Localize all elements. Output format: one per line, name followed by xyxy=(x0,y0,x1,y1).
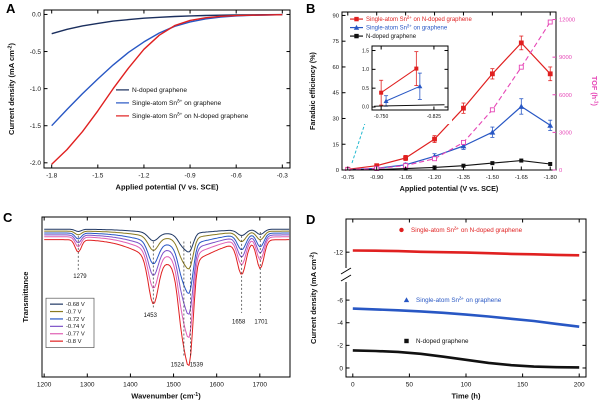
svg-text:Transmittance: Transmittance xyxy=(21,272,30,323)
svg-text:1500: 1500 xyxy=(166,382,181,389)
panel-label-d: D xyxy=(306,212,316,227)
svg-text:3000: 3000 xyxy=(559,130,572,136)
svg-text:50: 50 xyxy=(406,382,414,389)
svg-text:-0.75: -0.75 xyxy=(341,175,354,181)
svg-text:1279: 1279 xyxy=(73,274,87,280)
svg-text:9000: 9000 xyxy=(559,55,572,61)
svg-text:0.0: 0.0 xyxy=(32,12,41,19)
svg-text:90: 90 xyxy=(333,13,339,19)
svg-text:1600: 1600 xyxy=(209,382,224,389)
svg-text:-1.0: -1.0 xyxy=(30,86,42,93)
svg-text:0: 0 xyxy=(559,168,562,174)
svg-text:Single-atom Snδ+ on graphene: Single-atom Snδ+ on graphene xyxy=(132,99,222,107)
panel-b-chart: -0.75 -0.90 -1.05 -1.20 -1.35 -1.50 -1.65 -1.80… xyxy=(308,11,599,193)
svg-text:-0.6: -0.6 xyxy=(231,173,243,180)
svg-text:N-doped graphene: N-doped graphene xyxy=(416,338,469,345)
svg-text:0: 0 xyxy=(351,382,355,389)
svg-text:-0.68 V: -0.68 V xyxy=(66,302,85,308)
svg-text:-0.72 V: -0.72 V xyxy=(66,317,85,323)
panel-d: 0 50 100 150 200 -12 -6 -4 -2 0 Time (h) Current de… xyxy=(300,209,600,418)
svg-text:Wavenumber (cm-1): Wavenumber (cm-1) xyxy=(131,392,201,401)
svg-text:-0.3: -0.3 xyxy=(277,173,289,180)
svg-text:0: 0 xyxy=(339,365,343,372)
svg-text:-4: -4 xyxy=(337,320,343,327)
svg-text:1.0: 1.0 xyxy=(362,67,369,73)
svg-text:45: 45 xyxy=(333,91,339,97)
panel-label-a: A xyxy=(6,1,16,16)
svg-text:1658: 1658 xyxy=(232,319,246,325)
svg-text:Applied potential (V vs. SCE): Applied potential (V vs. SCE) xyxy=(116,183,219,192)
svg-text:-2.0: -2.0 xyxy=(30,160,42,167)
panel-c: 1200 1300 1400 1500 1600 1700 Wavenumber (cm-1… xyxy=(0,209,300,418)
svg-text:-1.2: -1.2 xyxy=(138,173,150,180)
svg-text:15: 15 xyxy=(333,142,339,148)
svg-text:-12: -12 xyxy=(334,249,344,256)
svg-text:Single-atom Snδ+ on N-doped gr: Single-atom Snδ+ on N-doped graphene xyxy=(132,112,249,120)
svg-text:0: 0 xyxy=(336,168,339,174)
svg-text:-0.8 V: -0.8 V xyxy=(66,339,82,345)
svg-text:1300: 1300 xyxy=(80,382,95,389)
panel-label-c: C xyxy=(3,210,13,225)
panel-a: -1.8 -1.5 -1.2 -0.9 -0.6 -0.3 0.0 -0.5 -1.0 -1.5 -… xyxy=(0,0,300,209)
svg-text:1453: 1453 xyxy=(144,313,158,319)
svg-text:-0.5: -0.5 xyxy=(30,49,42,56)
svg-text:0.0: 0.0 xyxy=(362,105,369,111)
panel-d-chart: 0 50 100 150 200 -12 -6 -4 -2 0 Time (h) Current de… xyxy=(309,218,587,401)
svg-text:Single-atom Snδ+ on N-doped gr: Single-atom Snδ+ on N-doped graphene xyxy=(411,226,523,234)
svg-text:150: 150 xyxy=(517,382,528,389)
panel-c-chart: 1200 1300 1400 1500 1600 1700 Wavenumber (cm-1… xyxy=(21,216,291,401)
svg-text:1400: 1400 xyxy=(123,382,138,389)
svg-text:1.5: 1.5 xyxy=(362,48,369,54)
svg-text:TOF (h-1): TOF (h-1) xyxy=(590,76,599,107)
svg-text:-0.825: -0.825 xyxy=(427,114,441,120)
svg-text:60: 60 xyxy=(333,65,339,71)
svg-text:-0.9: -0.9 xyxy=(184,173,196,180)
svg-text:-0.750: -0.750 xyxy=(374,114,388,120)
svg-text:-1.5: -1.5 xyxy=(30,123,42,130)
svg-text:200: 200 xyxy=(574,382,585,389)
panel-a-chart: -1.8 -1.5 -1.2 -0.9 -0.6 -0.3 0.0 -0.5 -1.0 -1.5 -… xyxy=(7,9,291,192)
svg-text:-1.80: -1.80 xyxy=(544,175,557,181)
svg-text:-2: -2 xyxy=(337,343,343,350)
svg-text:0.5: 0.5 xyxy=(362,86,369,92)
svg-text:Single-atom Snδ+ on N-doped gr: Single-atom Snδ+ on N-doped graphene xyxy=(366,15,473,23)
svg-text:N-doped graphene: N-doped graphene xyxy=(132,87,187,94)
svg-text:-0.90: -0.90 xyxy=(370,175,383,181)
svg-text:Time (h): Time (h) xyxy=(451,392,481,401)
svg-text:75: 75 xyxy=(333,39,339,45)
svg-text:-1.8: -1.8 xyxy=(46,173,58,180)
svg-text:-0.74 V: -0.74 V xyxy=(66,324,85,330)
svg-text:30: 30 xyxy=(333,117,339,123)
svg-text:N-doped graphene: N-doped graphene xyxy=(366,34,417,40)
svg-text:-1.35: -1.35 xyxy=(457,175,470,181)
svg-text:1701: 1701 xyxy=(254,319,268,325)
svg-text:-1.05: -1.05 xyxy=(399,175,412,181)
svg-text:12000: 12000 xyxy=(559,18,575,24)
svg-text:1539: 1539 xyxy=(190,363,204,369)
svg-text:100: 100 xyxy=(461,382,472,389)
svg-text:-0.7 V: -0.7 V xyxy=(66,309,82,315)
svg-text:-1.50: -1.50 xyxy=(486,175,499,181)
svg-text:1700: 1700 xyxy=(253,382,268,389)
svg-text:Applied potential (V vs. SCE): Applied potential (V vs. SCE) xyxy=(400,184,499,193)
svg-text:-1.65: -1.65 xyxy=(515,175,528,181)
svg-text:Faradaic efficiency (%): Faradaic efficiency (%) xyxy=(308,51,317,130)
svg-text:6000: 6000 xyxy=(559,93,572,99)
svg-text:Single-atom Snδ+ on graphene: Single-atom Snδ+ on graphene xyxy=(416,296,502,304)
svg-text:Current density (mA cm-2): Current density (mA cm-2) xyxy=(309,252,318,344)
svg-text:Current density (mA cm-2): Current density (mA cm-2) xyxy=(7,43,16,135)
svg-text:1200: 1200 xyxy=(37,382,52,389)
svg-text:1524: 1524 xyxy=(171,363,185,369)
panel-b: -0.75 -0.90 -1.05 -1.20 -1.35 -1.50 -1.65 -1.80… xyxy=(300,0,600,209)
svg-text:-1.20: -1.20 xyxy=(428,175,441,181)
svg-text:-1.5: -1.5 xyxy=(92,173,104,180)
panel-label-b: B xyxy=(306,1,316,16)
svg-text:Single-atom Snδ+ on graphene: Single-atom Snδ+ on graphene xyxy=(366,23,448,31)
svg-text:-0.77 V: -0.77 V xyxy=(66,332,85,338)
svg-text:-6: -6 xyxy=(337,297,343,304)
